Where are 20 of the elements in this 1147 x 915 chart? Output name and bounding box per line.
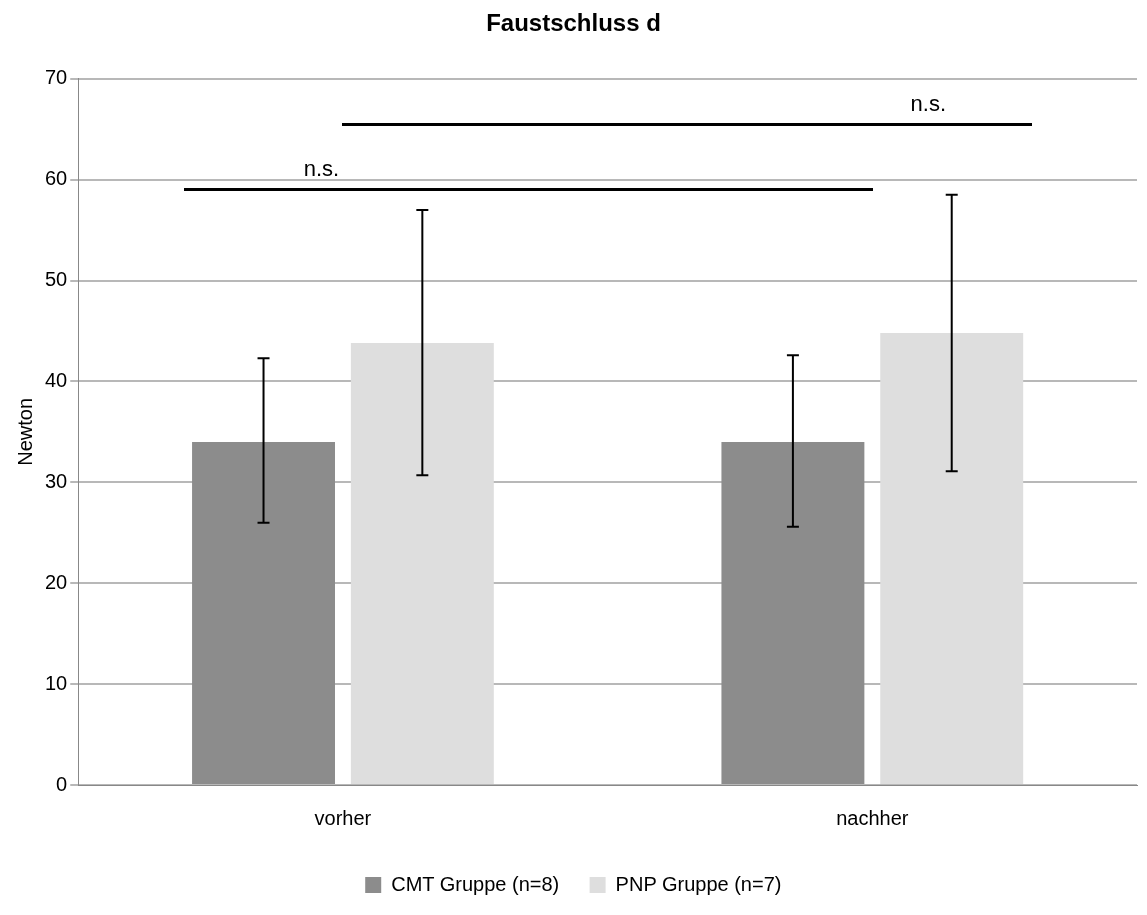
bar <box>880 333 1024 784</box>
legend-label: PNP Gruppe (n=7) <box>615 872 782 895</box>
annotation: n.s. <box>303 156 340 183</box>
legend-label: CMT Gruppe (n=8) <box>391 872 560 895</box>
x-tick-label: vorher <box>314 806 372 829</box>
y-tick-label: 20 <box>45 570 68 593</box>
x-tick-label: nachher <box>836 806 909 829</box>
chart-title: Faustschluss d <box>486 9 661 37</box>
annotation: n.s. <box>910 91 947 118</box>
y-axis-title: Newton <box>13 397 36 466</box>
y-tick-label: 50 <box>45 268 68 291</box>
y-tick-label: 0 <box>56 772 68 795</box>
y-tick-label: 70 <box>45 66 68 89</box>
y-tick-label: 40 <box>45 368 68 391</box>
y-tick-label: 30 <box>45 469 68 492</box>
bar <box>350 343 494 784</box>
y-tick-label: 10 <box>45 671 68 694</box>
significance-bracket: n.s. <box>342 91 1032 127</box>
significance-bracket: n.s. <box>183 156 873 192</box>
y-tick-label: 60 <box>45 167 68 190</box>
